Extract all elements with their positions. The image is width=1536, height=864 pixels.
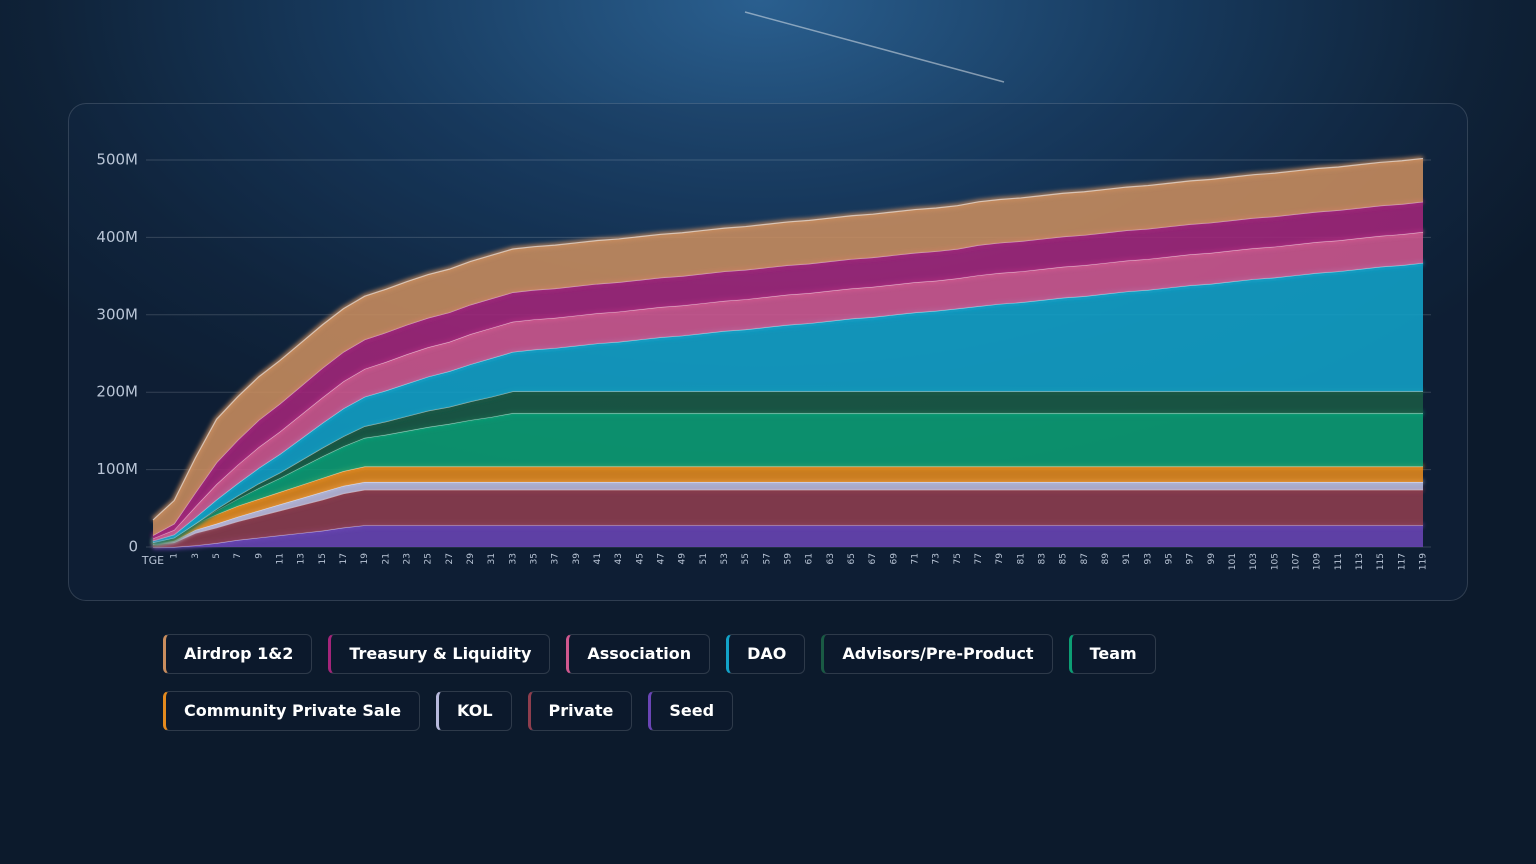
area — [153, 413, 1423, 543]
y-tick-label: 200M — [96, 383, 138, 401]
x-tick-label: 91 — [1122, 553, 1132, 564]
legend-item[interactable]: Seed — [648, 691, 734, 731]
x-tick-label: 113 — [1355, 553, 1365, 570]
y-tick-label: 100M — [96, 460, 138, 478]
x-tick-label: 107 — [1292, 553, 1302, 570]
x-tick-label: 49 — [678, 553, 688, 565]
x-tick-label: 75 — [953, 553, 963, 564]
x-tick-label: 53 — [720, 553, 730, 564]
x-tick-label: 35 — [530, 553, 540, 564]
x-tick-label: 111 — [1334, 553, 1344, 570]
x-tick-label: 9 — [254, 553, 264, 559]
x-tick-label: 73 — [932, 553, 942, 564]
area — [153, 158, 1423, 536]
x-tick-label: 101 — [1228, 553, 1238, 570]
x-tick-label: 27 — [445, 553, 455, 564]
legend-item[interactable]: Community Private Sale — [163, 691, 421, 731]
x-tick-label: 13 — [297, 553, 307, 564]
x-tick-label: 3 — [191, 553, 201, 559]
shooting-star — [744, 11, 1005, 83]
x-tick-label: 85 — [1059, 553, 1069, 564]
x-tick-label: 71 — [911, 553, 921, 564]
x-tick-label: 47 — [657, 553, 667, 564]
x-tick-label: 69 — [889, 553, 899, 565]
x-tick-label: 17 — [339, 553, 349, 564]
legend-item[interactable]: KOL — [436, 691, 512, 731]
x-tick-label: 79 — [995, 553, 1005, 565]
area — [153, 466, 1423, 544]
y-tick-label: 400M — [96, 228, 138, 246]
x-tick-label: 59 — [784, 553, 794, 565]
x-tick-label: 99 — [1207, 553, 1217, 565]
area — [153, 262, 1423, 543]
x-tick-label: 61 — [805, 553, 815, 564]
x-tick-label: 65 — [847, 553, 857, 564]
legend-item[interactable]: Team — [1068, 634, 1156, 674]
x-tick-label: 7 — [233, 553, 243, 559]
y-tick-label: 500M — [96, 151, 138, 169]
x-tick-label: 95 — [1165, 553, 1175, 564]
x-tick-label: 33 — [508, 553, 518, 564]
x-tick-label: 105 — [1270, 553, 1280, 570]
x-tick-label: 39 — [572, 553, 582, 565]
area — [153, 201, 1423, 539]
x-tick-label: 51 — [699, 553, 709, 564]
x-tick-label: 41 — [593, 553, 603, 564]
x-tick-label: 5 — [212, 553, 222, 559]
x-tick-label: 45 — [635, 553, 645, 564]
x-tick-label: TGE — [141, 554, 164, 567]
area — [153, 231, 1423, 541]
x-tick-label: 83 — [1038, 553, 1048, 564]
legend-item[interactable]: Advisors/Pre-Product — [821, 634, 1053, 674]
x-tick-label: 117 — [1397, 553, 1407, 570]
x-tick-label: 109 — [1313, 553, 1323, 570]
y-tick-label: 300M — [96, 305, 138, 323]
y-tick-label: 0 — [128, 538, 138, 556]
x-tick-label: 29 — [466, 553, 476, 565]
x-tick-label: 97 — [1186, 553, 1196, 564]
area-edge — [152, 157, 1424, 521]
x-tick-label: 89 — [1101, 553, 1111, 565]
legend-item[interactable]: Treasury & Liquidity — [328, 634, 551, 674]
x-tick-label: 25 — [424, 553, 434, 564]
legend: Airdrop 1&2 Treasury & Liquidity Associati… — [163, 634, 1403, 731]
x-tick-label: 63 — [826, 553, 836, 564]
x-tick-label: 103 — [1249, 553, 1259, 570]
x-tick-label: 55 — [741, 553, 751, 564]
x-tick-label: 77 — [974, 553, 984, 564]
area — [153, 525, 1423, 547]
x-tick-label: 57 — [762, 553, 772, 564]
legend-item[interactable]: Association — [566, 634, 711, 674]
legend-item[interactable]: DAO — [726, 634, 806, 674]
x-tick-label: 23 — [403, 553, 413, 564]
x-tick-label: 87 — [1080, 553, 1090, 564]
legend-item[interactable]: Private — [527, 691, 633, 731]
x-tick-label: 15 — [318, 553, 328, 564]
area — [153, 489, 1423, 547]
x-tick-label: 119 — [1419, 553, 1429, 570]
x-tick-label: 115 — [1376, 553, 1386, 570]
x-tick-label: 11 — [276, 553, 286, 564]
x-tick-label: 67 — [868, 553, 878, 564]
x-tick-label: 1 — [170, 553, 180, 559]
area — [153, 391, 1423, 543]
x-tick-label: 19 — [360, 553, 370, 565]
x-tick-label: 93 — [1143, 553, 1153, 564]
x-tick-label: 21 — [381, 553, 391, 564]
x-tick-label: 43 — [614, 553, 624, 564]
x-tick-label: 31 — [487, 553, 497, 564]
x-tick-label: 81 — [1016, 553, 1026, 564]
legend-item[interactable]: Airdrop 1&2 — [163, 634, 313, 674]
area — [153, 481, 1423, 545]
x-tick-label: 37 — [551, 553, 561, 564]
